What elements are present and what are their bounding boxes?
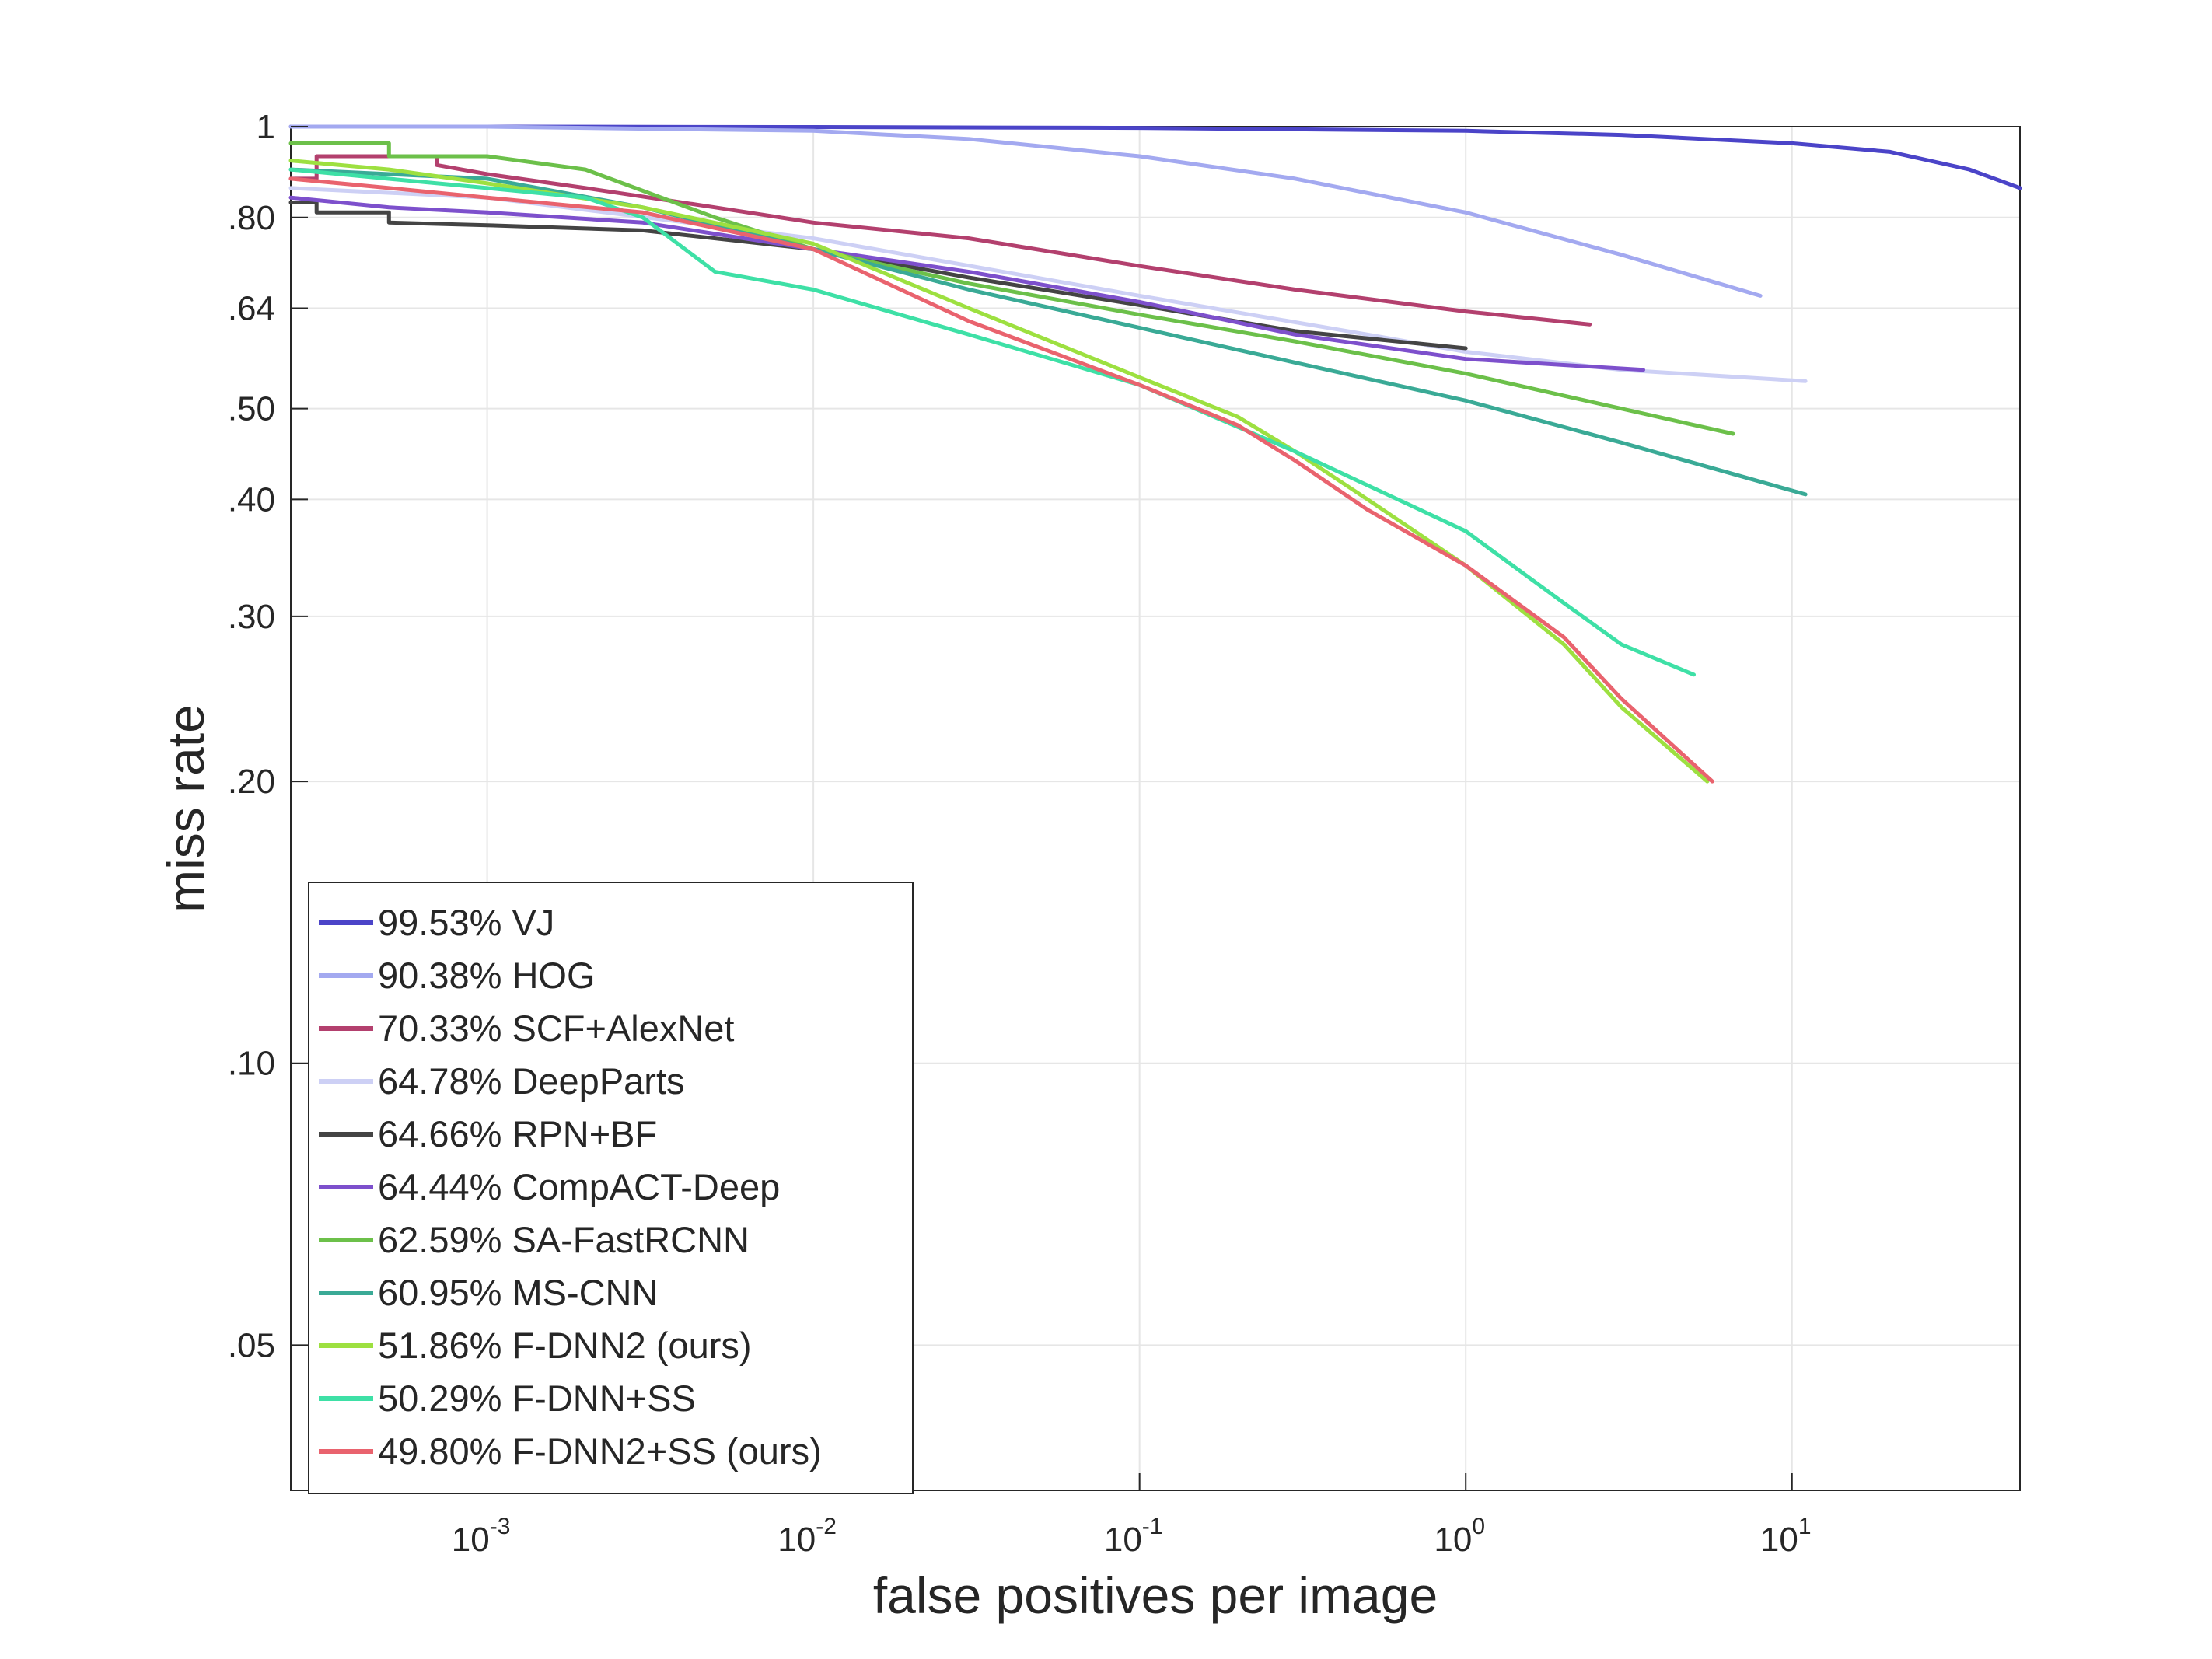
legend-label: 64.66% RPN+BF [378, 1113, 657, 1154]
series-line-2 [288, 154, 1592, 327]
legend-label: 60.95% MS-CNN [378, 1272, 658, 1313]
legend-label: 64.44% CompACT-Deep [378, 1166, 780, 1207]
legend-label: 99.53% VJ [378, 902, 554, 943]
legend-label: 50.29% F-DNN+SS [378, 1378, 696, 1419]
legend: 99.53% VJ 90.38% HOG 70.33% SCF+AlexNet 64.… [308, 882, 914, 1494]
series-line-9 [288, 167, 1696, 677]
series-line-4 [288, 201, 1468, 351]
legend-box [308, 882, 914, 1494]
y-tick-label: 1 [257, 108, 275, 146]
legend-label: 51.86% F-DNN2 (ours) [378, 1325, 752, 1366]
x-tick-label: 101 [1760, 1514, 1812, 1559]
y-tick-label: .50 [228, 390, 275, 428]
legend-label: 62.59% SA-FastRCNN [378, 1219, 750, 1260]
y-tick-label: .80 [228, 199, 275, 237]
series-line-10 [288, 176, 1714, 784]
y-tick-label: .40 [228, 480, 275, 519]
legend-label: 49.80% F-DNN2+SS (ours) [378, 1430, 822, 1472]
series-line-7 [288, 167, 1808, 497]
series-line-5 [288, 195, 1645, 372]
y-tick-label: .30 [228, 598, 275, 636]
legend-label: 64.78% DeepParts [378, 1060, 685, 1102]
x-tick-label: 10-2 [778, 1514, 837, 1559]
series-line-1 [288, 124, 1763, 298]
y-axis-label: miss rate [157, 704, 215, 913]
x-axis-label: false positives per image [873, 1566, 1438, 1624]
y-tick-label: .05 [228, 1326, 275, 1364]
legend-label: 70.33% SCF+AlexNet [378, 1008, 734, 1049]
series-line-8 [288, 159, 1710, 784]
y-tick-label: .10 [228, 1045, 275, 1083]
x-tick-label: 10-3 [452, 1514, 511, 1559]
x-tick-label: 10-1 [1104, 1514, 1163, 1559]
x-tick-label: 100 [1434, 1514, 1485, 1559]
y-tick-label: .20 [228, 763, 275, 801]
axis-ticks: 10-3 10-2 10-1 100 101 1 .80 .64 .50 .40 .30 .20 .10… [228, 108, 1812, 1559]
y-tick-label: .64 [228, 290, 275, 328]
series-lines [288, 124, 2022, 784]
legend-label: 90.38% HOG [378, 955, 596, 996]
